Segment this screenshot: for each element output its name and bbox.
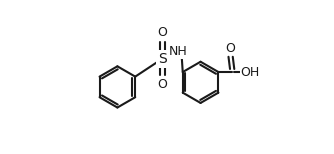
Text: NH: NH bbox=[168, 45, 187, 58]
Text: OH: OH bbox=[240, 66, 259, 79]
Text: S: S bbox=[158, 52, 167, 66]
Text: O: O bbox=[226, 42, 235, 55]
Text: O: O bbox=[158, 78, 167, 91]
Text: O: O bbox=[158, 26, 167, 39]
